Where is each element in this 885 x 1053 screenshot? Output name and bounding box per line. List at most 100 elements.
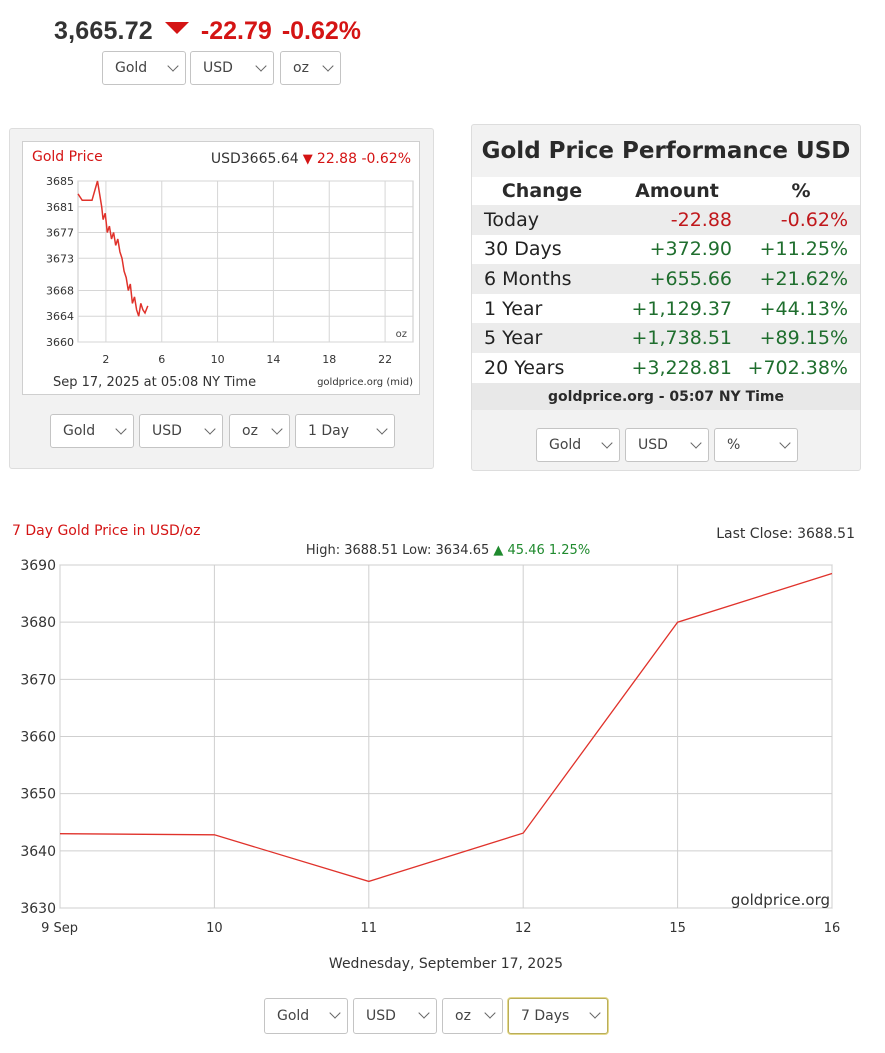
mini-x-tick-label: 2: [102, 353, 109, 366]
row-amount: +372.90: [612, 234, 742, 265]
mini-y-tick-label: 3668: [46, 284, 74, 297]
mini-x-tick-label: 14: [266, 353, 280, 366]
row-pct: +89.15%: [742, 323, 860, 353]
big-range-select-value: 7 Days: [521, 1008, 570, 1024]
header-pct: %: [742, 177, 860, 205]
big-x-tick-label: 10: [206, 921, 223, 936]
high-low-stats: High: 3688.51 Low: 3634.65 ▲ 45.46 1.25%: [306, 543, 590, 558]
seven-day-series-line: [59, 572, 833, 883]
big-y-tick-label: 3650: [20, 787, 56, 803]
metal-select-value: Gold: [115, 60, 148, 76]
seven-day-chart-title: 7 Day Gold Price in USD/oz: [12, 523, 200, 539]
big-unit-select[interactable]: oz: [442, 998, 503, 1034]
seven-day-date-caption: Wednesday, September 17, 2025: [329, 956, 563, 972]
mini-y-tick-label: 3664: [46, 310, 74, 323]
big-x-tick-label: 15: [669, 921, 686, 936]
table-row: Today -22.88 -0.62%: [472, 205, 860, 235]
row-period: Today: [472, 205, 612, 235]
perf-currency-select[interactable]: USD: [625, 428, 709, 462]
mini-chart-y-axis: 3685 3681 3677 3673 3668 3664 3660: [46, 175, 74, 349]
big-metal-select[interactable]: Gold: [264, 998, 348, 1034]
mini-y-tick-label: 3685: [46, 175, 74, 188]
mini-chart-x-axis: 2 6 10 14 18 22: [102, 353, 392, 366]
chevron-down-icon: [271, 423, 283, 435]
perf-metal-select[interactable]: Gold: [536, 428, 620, 462]
mini-unit-select[interactable]: oz: [229, 414, 290, 448]
performance-footer: goldprice.org - 05:07 NY Time: [472, 383, 860, 410]
chevron-down-icon: [418, 1007, 430, 1019]
big-x-tick-label: 11: [361, 921, 378, 936]
chevron-down-icon: [484, 1007, 496, 1019]
price-change: -22.79: [200, 16, 272, 45]
mini-range-select-value: 1 Day: [308, 423, 350, 439]
mini-chart-title: Gold Price: [32, 149, 103, 165]
seven-day-chart-x-axis: 9 Sep 10 11 12 15 16: [41, 921, 840, 936]
row-pct: +21.62%: [742, 264, 860, 294]
big-currency-select[interactable]: USD: [353, 998, 437, 1034]
header-amount: Amount: [612, 177, 742, 205]
row-amount: +3,228.81: [612, 352, 742, 383]
mini-chart: Gold Price USD3665.64 ▼ 22.88 -0.62% 368…: [22, 141, 420, 395]
unit-select[interactable]: oz: [280, 51, 341, 85]
mini-metal-select[interactable]: Gold: [50, 414, 134, 448]
perf-currency-select-value: USD: [638, 437, 668, 453]
down-arrow-icon: [164, 22, 189, 34]
row-pct: -0.62%: [742, 205, 860, 235]
big-y-tick-label: 3660: [20, 730, 56, 746]
big-x-tick-label: 16: [824, 921, 841, 936]
row-period: 1 Year: [472, 293, 612, 324]
chevron-down-icon: [779, 437, 791, 449]
row-period: 20 Years: [472, 352, 612, 383]
perf-metal-select-value: Gold: [549, 437, 582, 453]
row-pct: +11.25%: [742, 234, 860, 265]
price-ticker: 3,665.72 -22.79 -0.62%: [54, 14, 361, 48]
seven-day-chart-svg: 7 Day Gold Price in USD/oz Last Close: 3…: [12, 523, 855, 972]
seven-day-chart: 7 Day Gold Price in USD/oz Last Close: 3…: [0, 515, 885, 985]
metal-select[interactable]: Gold: [102, 51, 186, 85]
table-row: 20 Years +3,228.81 +702.38%: [472, 352, 860, 383]
big-y-tick-label: 3670: [20, 672, 56, 688]
big-unit-select-value: oz: [455, 1008, 471, 1024]
mini-chart-series-line: [77, 180, 149, 317]
big-metal-select-value: Gold: [277, 1008, 310, 1024]
row-amount: -22.88: [612, 205, 742, 235]
unit-select-value: oz: [293, 60, 309, 76]
row-pct: +44.13%: [742, 293, 860, 324]
mini-x-tick-label: 22: [378, 353, 392, 366]
mini-x-tick-label: 10: [211, 353, 225, 366]
mini-unit-select-value: oz: [242, 423, 258, 439]
row-amount: +1,129.37: [612, 293, 742, 324]
performance-title: Gold Price Performance USD: [481, 138, 851, 164]
seven-day-chart-y-axis: 3690 3680 3670 3660 3650 3640 3630: [20, 558, 56, 917]
big-x-tick-label: 9 Sep: [41, 921, 78, 936]
big-y-tick-label: 3640: [20, 844, 56, 860]
big-range-select[interactable]: 7 Days: [508, 998, 608, 1034]
mini-chart-grid: [77, 180, 414, 343]
perf-unit-select[interactable]: %: [714, 428, 798, 462]
mini-metal-select-value: Gold: [63, 423, 96, 439]
big-y-tick-label: 3690: [20, 558, 56, 574]
mini-chart-svg: Gold Price USD3665.64 ▼ 22.88 -0.62% 368…: [32, 149, 414, 390]
currency-select-value: USD: [203, 60, 233, 76]
mini-y-tick-label: 3660: [46, 336, 74, 349]
current-price: 3,665.72: [54, 16, 153, 45]
chevron-down-icon: [690, 437, 702, 449]
mini-y-tick-label: 3681: [46, 201, 74, 214]
chart-watermark: goldprice.org: [731, 891, 830, 909]
big-y-tick-label: 3630: [20, 901, 56, 917]
mini-chart-source: goldprice.org (mid): [317, 377, 413, 388]
row-amount: +1,738.51: [612, 323, 742, 353]
mini-y-tick-label: 3677: [46, 227, 74, 240]
chevron-down-icon: [115, 423, 127, 435]
mini-x-tick-label: 18: [322, 353, 336, 366]
currency-select[interactable]: USD: [190, 51, 274, 85]
mini-currency-select[interactable]: USD: [139, 414, 223, 448]
chevron-down-icon: [204, 423, 216, 435]
price-change-pct: -0.62%: [281, 16, 362, 45]
mini-chart-timestamp: Sep 17, 2025 at 05:08 NY Time: [53, 375, 256, 390]
seven-day-chart-grid: [59, 564, 833, 909]
mini-range-select[interactable]: 1 Day: [295, 414, 395, 448]
performance-table: Change Amount % Today -22.88 -0.62% 30 D…: [472, 177, 860, 383]
table-row: 5 Year +1,738.51 +89.15%: [472, 323, 860, 353]
mini-y-tick-label: 3673: [46, 252, 74, 265]
